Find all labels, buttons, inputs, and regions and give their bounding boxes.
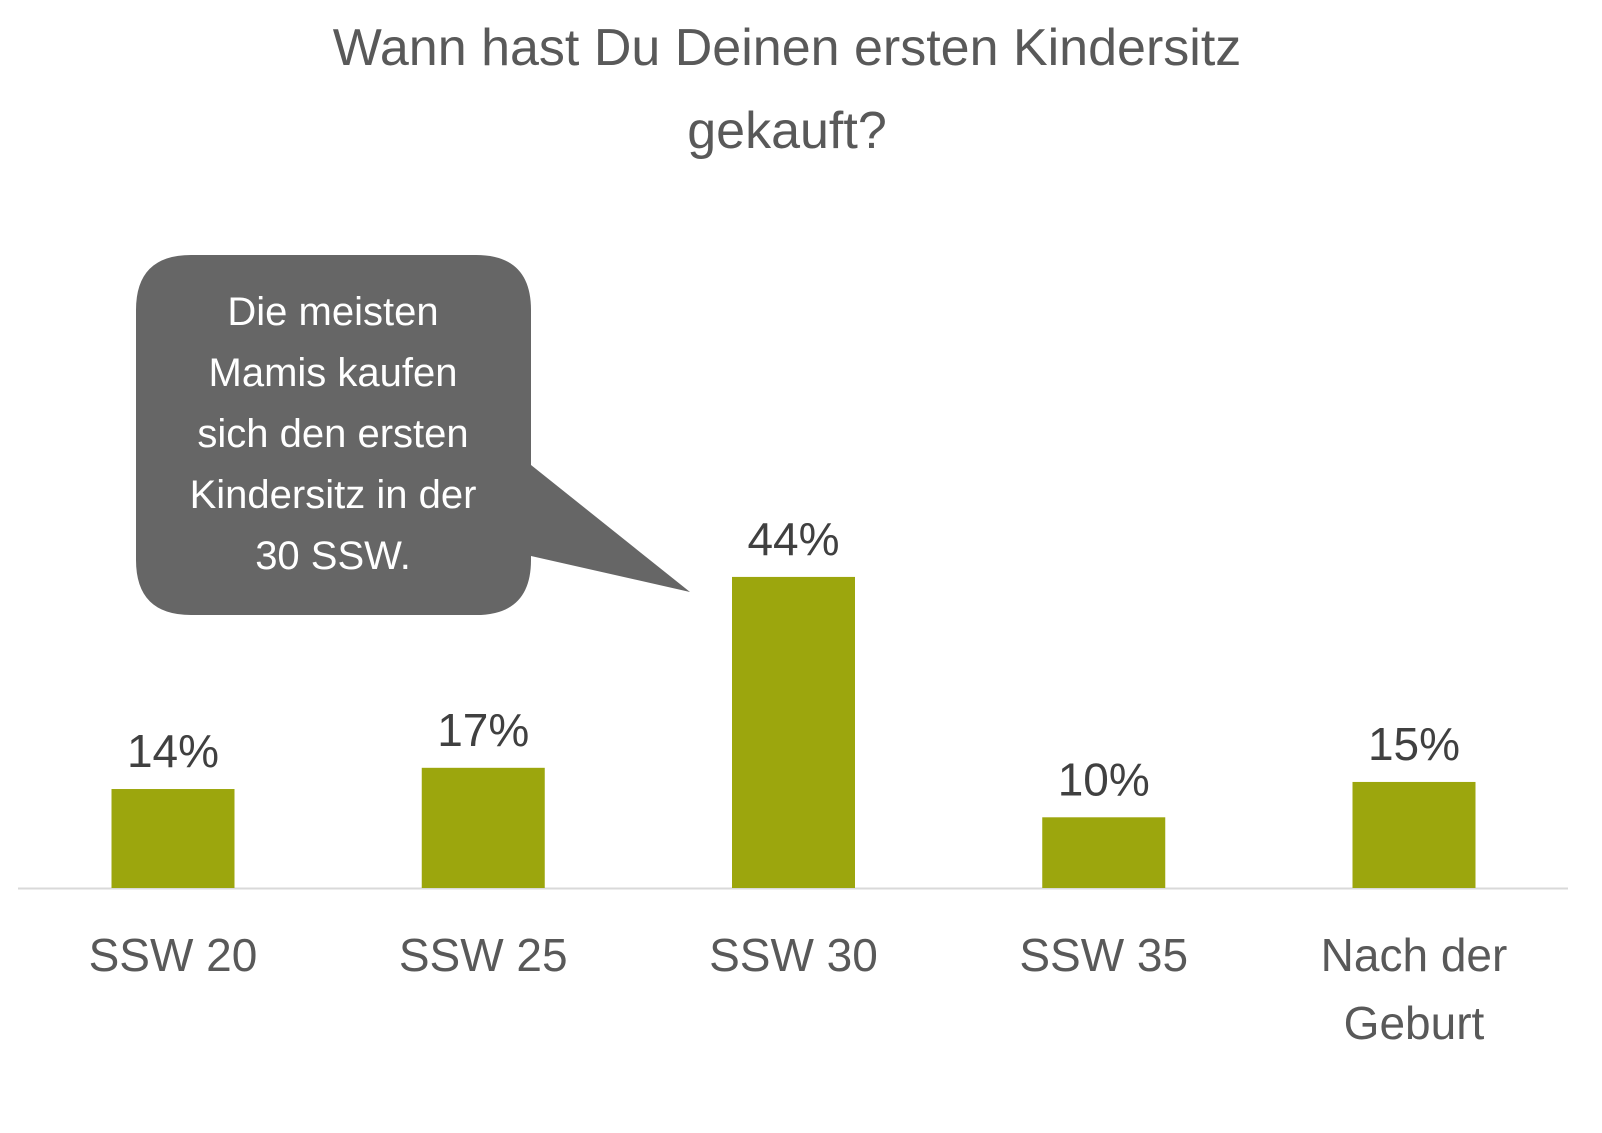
- data-label: 44%: [747, 513, 839, 565]
- category-label: SSW 20: [89, 929, 258, 981]
- callout-text-line: Kindersitz in der: [190, 473, 477, 517]
- category-label: Geburt: [1344, 997, 1485, 1049]
- chart-title-line: gekauft?: [687, 102, 887, 160]
- callout-text-line: sich den ersten: [197, 412, 468, 456]
- chart-title: Wann hast Du Deinen ersten Kindersitz gek…: [333, 19, 1242, 160]
- category-label: SSW 30: [709, 929, 878, 981]
- callout-bubble: [136, 255, 690, 615]
- callout-text-line: Mamis kaufen: [209, 351, 458, 395]
- data-label: 17%: [437, 704, 529, 756]
- bar: [1352, 781, 1476, 888]
- bar: [1042, 817, 1166, 888]
- bar: [732, 576, 855, 888]
- data-label: 14%: [127, 725, 219, 777]
- category-label: SSW 25: [399, 929, 568, 981]
- callout-text-line: 30 SSW.: [255, 534, 411, 578]
- chart-title-line: Wann hast Du Deinen ersten Kindersitz: [333, 19, 1242, 77]
- category-label: Nach der: [1321, 929, 1508, 981]
- data-label: 10%: [1058, 753, 1150, 805]
- callout-text-line: Die meisten: [227, 290, 438, 334]
- data-label: 15%: [1368, 718, 1460, 770]
- bar: [421, 767, 545, 888]
- bar: [111, 789, 235, 888]
- callout-annotation: Die meisten Mamis kaufen sich den ersten Ki…: [136, 255, 690, 615]
- category-label: SSW 35: [1019, 929, 1188, 981]
